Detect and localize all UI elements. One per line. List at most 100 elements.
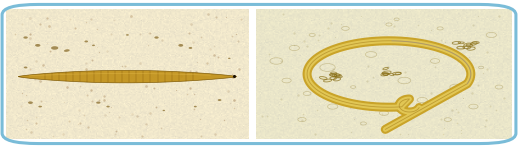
Point bbox=[298, 119, 306, 121]
Point bbox=[185, 32, 193, 34]
Point bbox=[481, 119, 490, 121]
Point bbox=[363, 79, 371, 82]
Point bbox=[437, 39, 445, 42]
Point bbox=[314, 39, 322, 41]
Point bbox=[328, 49, 337, 51]
Point bbox=[187, 23, 195, 25]
Point bbox=[457, 131, 465, 134]
Point bbox=[71, 27, 79, 29]
Point bbox=[371, 105, 379, 107]
Point bbox=[17, 105, 25, 108]
Point bbox=[196, 118, 204, 120]
Point bbox=[120, 65, 128, 67]
Point bbox=[461, 57, 469, 59]
Point bbox=[118, 65, 126, 67]
Point bbox=[42, 16, 51, 19]
Point bbox=[22, 94, 31, 96]
Point bbox=[183, 93, 191, 96]
Point bbox=[82, 67, 90, 70]
Ellipse shape bbox=[38, 106, 42, 107]
Point bbox=[206, 47, 214, 50]
Point bbox=[492, 108, 500, 111]
Point bbox=[467, 92, 476, 95]
Point bbox=[79, 114, 88, 116]
Point bbox=[230, 106, 238, 109]
Point bbox=[190, 108, 198, 110]
Point bbox=[290, 44, 298, 46]
Point bbox=[157, 127, 165, 129]
Point bbox=[59, 133, 67, 135]
Point bbox=[458, 64, 466, 66]
Point bbox=[138, 135, 146, 137]
Point bbox=[103, 75, 111, 77]
Point bbox=[23, 119, 32, 121]
Point bbox=[87, 89, 95, 91]
Point bbox=[383, 66, 392, 68]
Point bbox=[27, 131, 35, 133]
Ellipse shape bbox=[194, 106, 197, 107]
Point bbox=[22, 128, 30, 130]
Point bbox=[448, 109, 456, 111]
Point bbox=[150, 86, 158, 89]
Point bbox=[204, 12, 212, 15]
Point bbox=[228, 73, 236, 76]
Ellipse shape bbox=[96, 102, 100, 104]
Point bbox=[112, 129, 120, 132]
Point bbox=[25, 41, 34, 44]
Point bbox=[136, 62, 144, 65]
Ellipse shape bbox=[331, 74, 336, 76]
Point bbox=[226, 102, 234, 104]
Point bbox=[220, 119, 228, 121]
Point bbox=[133, 115, 141, 117]
Point bbox=[25, 17, 34, 19]
Point bbox=[336, 99, 344, 102]
Point bbox=[107, 105, 116, 108]
Point bbox=[130, 80, 138, 82]
Point bbox=[18, 92, 26, 94]
Point bbox=[186, 87, 194, 89]
Point bbox=[144, 71, 152, 74]
Point bbox=[63, 85, 71, 88]
Point bbox=[82, 21, 90, 23]
Point bbox=[290, 32, 298, 34]
Point bbox=[414, 23, 422, 26]
Point bbox=[234, 40, 242, 43]
Ellipse shape bbox=[178, 44, 183, 47]
Point bbox=[76, 85, 84, 87]
Point bbox=[350, 118, 358, 120]
Point bbox=[405, 43, 413, 45]
Point bbox=[93, 28, 102, 30]
Point bbox=[480, 125, 488, 127]
Point bbox=[190, 92, 198, 95]
Point bbox=[213, 56, 222, 58]
Ellipse shape bbox=[471, 42, 476, 45]
Point bbox=[11, 32, 19, 35]
Ellipse shape bbox=[106, 106, 110, 107]
Point bbox=[193, 61, 202, 63]
Point bbox=[470, 45, 478, 47]
Point bbox=[88, 58, 96, 61]
Point bbox=[465, 56, 473, 58]
Polygon shape bbox=[18, 70, 237, 83]
Point bbox=[60, 100, 68, 103]
Point bbox=[230, 75, 238, 77]
Point bbox=[210, 133, 219, 136]
Point bbox=[32, 115, 40, 118]
Point bbox=[209, 54, 218, 57]
Ellipse shape bbox=[64, 49, 69, 52]
Point bbox=[311, 133, 320, 136]
Point bbox=[146, 112, 154, 114]
Point bbox=[485, 105, 494, 107]
Point bbox=[66, 18, 74, 20]
Point bbox=[135, 32, 143, 35]
Point bbox=[320, 50, 328, 52]
Point bbox=[474, 15, 482, 18]
Ellipse shape bbox=[383, 73, 387, 75]
Point bbox=[431, 66, 439, 69]
Point bbox=[114, 116, 123, 119]
Ellipse shape bbox=[321, 77, 326, 79]
Point bbox=[158, 39, 166, 41]
Point bbox=[25, 32, 34, 35]
Point bbox=[224, 90, 233, 92]
Point bbox=[441, 40, 449, 43]
